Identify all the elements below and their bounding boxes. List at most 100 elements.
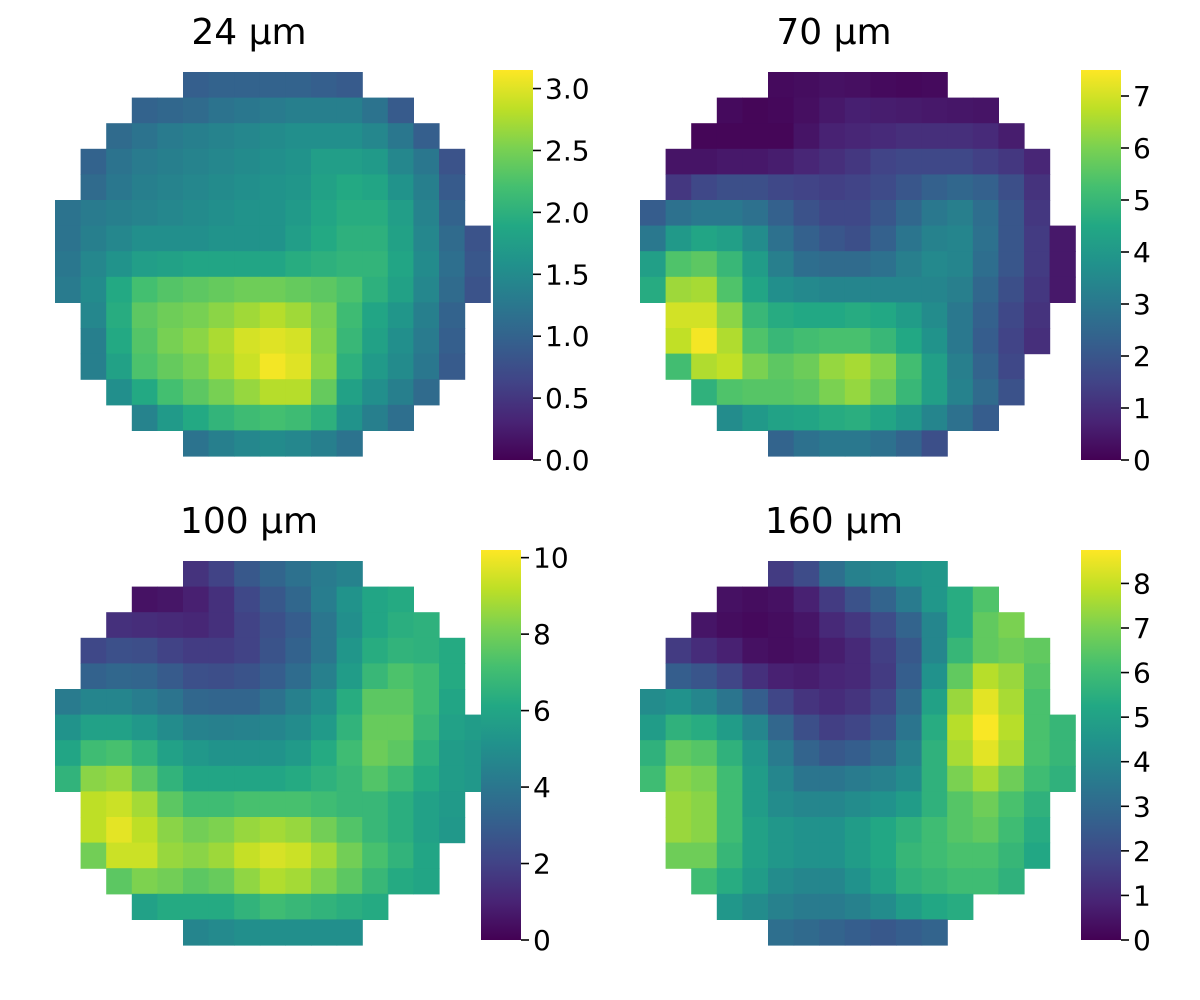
heatmap-cell (844, 561, 871, 588)
heatmap-cell (665, 637, 692, 664)
heatmap-cell (131, 842, 158, 869)
heatmap-cell (362, 302, 389, 329)
colorbar-tick-label: 8 (533, 618, 551, 651)
heatmap-cell (742, 225, 769, 252)
heatmap-cell (336, 97, 363, 124)
heatmap-cell (716, 586, 743, 613)
heatmap-cell (870, 791, 897, 818)
colorbar-tick-label: 7 (1133, 612, 1151, 645)
colorbar (1081, 70, 1121, 460)
heatmap-cell (362, 663, 389, 690)
heatmap-cell (183, 379, 210, 406)
heatmap-cell (285, 276, 312, 303)
heatmap-cell (464, 276, 491, 303)
heatmap-cell (947, 842, 974, 869)
heatmap-cell (413, 765, 440, 792)
heatmap-cell (439, 637, 466, 664)
heatmap-cell (793, 791, 820, 818)
heatmap-cell (819, 251, 846, 278)
heatmap-cell (259, 586, 286, 613)
colorbar-tick-label: 2 (1133, 835, 1151, 868)
heatmap-cell (336, 174, 363, 201)
heatmap-cell (131, 893, 158, 920)
heatmap-cell (336, 404, 363, 431)
heatmap-cell (157, 637, 184, 664)
heatmap-cell (742, 714, 769, 741)
heatmap-cell (691, 842, 718, 869)
heatmap-cell (131, 148, 158, 175)
heatmap-cell (716, 174, 743, 201)
heatmap-cell (768, 225, 795, 252)
heatmap-cell (106, 842, 133, 869)
heatmap-cell (259, 868, 286, 895)
heatmap-cell (819, 302, 846, 329)
heatmap-cell (183, 251, 210, 278)
heatmap-cell (844, 148, 871, 175)
heatmap-cell (870, 174, 897, 201)
heatmap-cell (665, 842, 692, 869)
heatmap-cell (157, 868, 184, 895)
heatmap-cell (311, 72, 338, 99)
heatmap-cell (870, 765, 897, 792)
heatmap-cell (819, 174, 846, 201)
heatmap-cell (387, 148, 414, 175)
heatmap-cell (311, 328, 338, 355)
heatmap-cell (665, 714, 692, 741)
heatmap-cell (131, 612, 158, 639)
heatmap-cell (691, 123, 718, 150)
heatmap-cell (768, 817, 795, 844)
heatmap-cell (208, 637, 235, 664)
heatmap-cell (870, 663, 897, 690)
heatmap-cell (870, 97, 897, 124)
heatmap-cell (742, 893, 769, 920)
heatmap-cell (285, 302, 312, 329)
heatmap-cell (362, 404, 389, 431)
heatmap-cell (819, 893, 846, 920)
heatmap-cell (998, 379, 1025, 406)
heatmap-cell (1024, 328, 1051, 355)
heatmap-cell (768, 561, 795, 588)
colorbar-tick-label: 2 (533, 848, 551, 881)
heatmap-cell (413, 225, 440, 252)
heatmap-cell (665, 791, 692, 818)
panel-title: 24 μm (191, 12, 306, 53)
heatmap-cell (157, 765, 184, 792)
heatmap-cell (742, 663, 769, 690)
heatmap-cell (183, 740, 210, 767)
heatmap-cell (972, 404, 999, 431)
heatmap-cell (183, 200, 210, 227)
heatmap-cell (768, 919, 795, 946)
heatmap-cell (844, 740, 871, 767)
heatmap-cell (208, 842, 235, 869)
heatmap-cell (285, 72, 312, 99)
heatmap-cell (870, 200, 897, 227)
heatmap-cell (183, 893, 210, 920)
heatmap-cell (768, 868, 795, 895)
heatmap-cell (793, 251, 820, 278)
heatmap-cell (716, 123, 743, 150)
colorbar-tick-label: 6 (1133, 132, 1151, 165)
heatmap-cell (844, 714, 871, 741)
heatmap-cell (640, 740, 667, 767)
heatmap-cell (131, 663, 158, 690)
heatmap-cell (336, 302, 363, 329)
heatmap-cell (183, 817, 210, 844)
panel-title: 100 μm (180, 501, 318, 542)
heatmap-cell (742, 379, 769, 406)
heatmap-cell (183, 689, 210, 716)
heatmap-cell (742, 328, 769, 355)
heatmap-cell (311, 689, 338, 716)
heatmap-cell (362, 740, 389, 767)
heatmap-cell (793, 612, 820, 639)
heatmap-cell (259, 689, 286, 716)
heatmap-cell (157, 893, 184, 920)
heatmap-cell (234, 174, 261, 201)
heatmap-cell (311, 765, 338, 792)
heatmap-cell (311, 430, 338, 457)
heatmap-cell (183, 714, 210, 741)
heatmap-cell (844, 893, 871, 920)
heatmap-cell (896, 225, 923, 252)
heatmap-cell (972, 663, 999, 690)
heatmap-cell (387, 302, 414, 329)
colorbar-tick-label: 4 (1133, 236, 1151, 269)
